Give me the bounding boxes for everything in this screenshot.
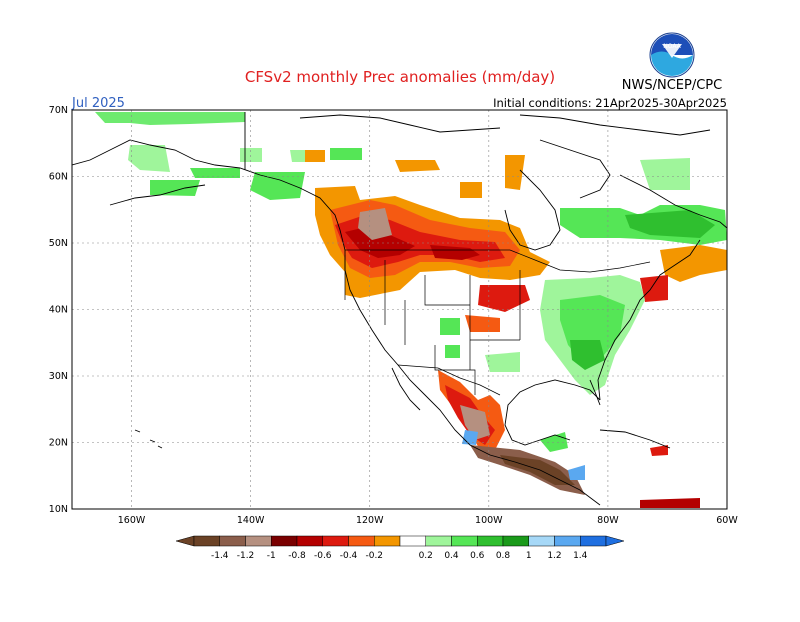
- colorbar-swatch: [374, 535, 401, 547]
- colorbar-label: -1.2: [237, 551, 255, 561]
- colorbar-label: -0.6: [314, 551, 332, 561]
- map-frame: [71, 109, 728, 510]
- colorbar-swatch: [296, 535, 323, 547]
- longitude-labels: 160W 140W 120W 100W 80W 60W: [118, 515, 739, 526]
- colorbar-label: -0.2: [365, 551, 383, 561]
- lon-tick-label: 60W: [716, 515, 738, 526]
- colorbar-label: -1.4: [211, 551, 229, 561]
- map-layers: [72, 110, 727, 509]
- colorbar-label: 0.6: [470, 551, 485, 561]
- political-borders: [344, 249, 651, 396]
- lat-tick-label: 50N: [49, 238, 68, 249]
- colorbar-swatch: [425, 535, 452, 547]
- lat-tick-label: 60N: [49, 172, 68, 183]
- colorbar-swatch: [451, 535, 478, 547]
- colorbar-label: -1: [267, 551, 276, 561]
- colorbar-swatch: [322, 535, 349, 547]
- colorbar-swatch: [245, 535, 272, 547]
- colorbar-swatch: [399, 535, 426, 547]
- colorbar-label: 0.4: [444, 551, 459, 561]
- colorbar-label: -0.8: [288, 551, 306, 561]
- colorbar-swatch: [219, 535, 246, 547]
- colorbar-label: 1: [526, 551, 532, 561]
- lat-tick-label: 70N: [49, 105, 68, 116]
- colorbar-min-arrow: [175, 535, 195, 547]
- colorbar-swatch: [477, 535, 504, 547]
- colorbar-label: -0.4: [340, 551, 358, 561]
- colorbar-swatch: [528, 535, 555, 547]
- colorbar-swatch: [554, 535, 581, 547]
- lon-tick-label: 80W: [597, 515, 619, 526]
- lon-tick-label: 120W: [356, 515, 384, 526]
- colorbar-swatch: [348, 535, 375, 547]
- lat-tick-label: 30N: [49, 371, 68, 382]
- lat-tick-label: 20N: [49, 438, 68, 449]
- lat-tick-label: 40N: [49, 305, 68, 316]
- lat-tick-label: 10N: [49, 504, 68, 515]
- colorbar-label: 0.8: [496, 551, 511, 561]
- colorbar-swatch: [580, 535, 607, 547]
- graticule: [72, 110, 727, 509]
- colorbar-swatch: [271, 535, 298, 547]
- lon-tick-label: 140W: [237, 515, 265, 526]
- colorbar-max-arrow: [605, 535, 625, 547]
- colorbar-swatch: [193, 535, 220, 547]
- colorbar-label: 0.2: [419, 551, 433, 561]
- agency-label: NWS/NCEP/CPC: [622, 78, 722, 93]
- initial-conditions: Initial conditions: 21Apr2025-30Apr2025: [493, 96, 727, 110]
- colorbar: -1.4 -1.2 -1 -0.8 -0.6 -0.4 -0.2 0.2 0.4 0.6 0.8 1 1…: [175, 535, 625, 561]
- noaa-logo: NOAA: [649, 32, 695, 78]
- lon-tick-label: 100W: [475, 515, 503, 526]
- colorbar-swatch: [502, 535, 529, 547]
- chart-title: CFSv2 monthly Prec anomalies (mm/day): [245, 68, 555, 86]
- colorbar-label: 1.4: [573, 551, 588, 561]
- noaa-logo-text: NOAA: [663, 43, 681, 50]
- latitude-labels: 70N 60N 50N 40N 30N 20N 10N: [49, 105, 68, 515]
- month-label: Jul 2025: [71, 96, 125, 111]
- lon-tick-label: 160W: [118, 515, 146, 526]
- colorbar-label: 1.2: [547, 551, 561, 561]
